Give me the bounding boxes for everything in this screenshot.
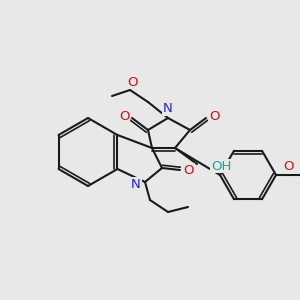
Text: O: O <box>119 110 129 122</box>
Text: O: O <box>209 110 219 122</box>
Text: O: O <box>127 76 137 88</box>
Text: OH: OH <box>211 160 231 172</box>
Text: N: N <box>131 178 141 190</box>
Text: O: O <box>184 164 194 176</box>
Text: O: O <box>283 160 293 173</box>
Text: N: N <box>163 103 173 116</box>
